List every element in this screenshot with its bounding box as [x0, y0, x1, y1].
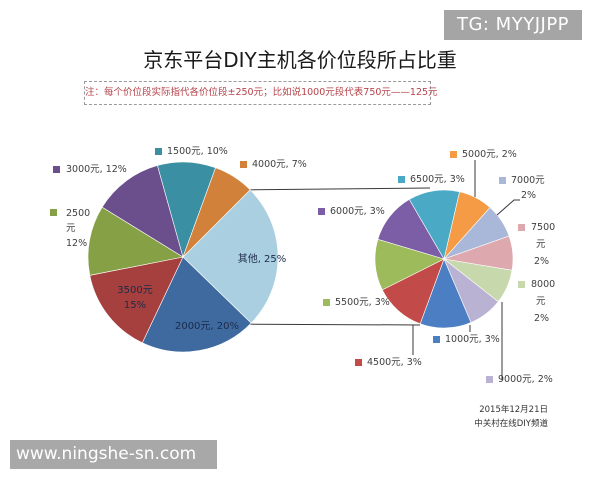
chart-note: 注：每个价位段实际指代各价位段±250元；比如说1000元段代表750元——12… [84, 81, 438, 105]
leader-line [496, 199, 520, 216]
data-label-其他: 其他, 25% [238, 252, 287, 265]
pie-slice-4000 [182, 167, 251, 258]
data-label-9000: 9000元, 2% [498, 374, 553, 385]
data-label-4000: 4000元, 7% [252, 159, 307, 170]
data-label-6500: 6500元, 3% [410, 174, 465, 185]
legend-swatch-5500 [323, 299, 330, 306]
legend-swatch-3000 [53, 166, 60, 173]
legend-swatch-6000 [318, 208, 325, 215]
data-label-7500-unit: 元 [536, 239, 546, 250]
data-label-7000: 7000元 [511, 175, 545, 186]
legend-swatch-4000 [240, 161, 247, 168]
data-label-7500-pct: 2% [534, 256, 549, 267]
data-label-8000: 8000 [531, 279, 555, 290]
pie-slice-2000 [141, 256, 252, 353]
legend-swatch-4500 [355, 359, 362, 366]
data-label-2000: 2000元, 20% [175, 321, 239, 332]
source-date: 2015年12月21日 [479, 405, 548, 415]
main-pie [87, 161, 279, 353]
legend-swatch-1500 [155, 148, 162, 155]
data-label-1500: 1500元, 10% [167, 146, 228, 157]
data-label-7000-pct: 2% [521, 190, 536, 201]
legend-swatch-9000 [486, 376, 493, 383]
data-label-3000: 3000元, 12% [66, 164, 127, 175]
main-pie-labels: 其他, 25% 2000元, 20% 3500元 15% 2500 元 12% 3000元, … [50, 146, 307, 332]
pie-slice-其他 [182, 189, 279, 324]
connector-top [250, 187, 431, 191]
connector-lines [250, 187, 431, 326]
data-label-5000: 5000元, 2% [462, 149, 517, 160]
data-label-7500: 7500 [531, 222, 555, 233]
pie-slice-2500 [87, 206, 184, 276]
legend-swatch-2500 [50, 209, 57, 216]
watermark-bottom-badge: www.ningshe-sn.com [10, 440, 217, 469]
legend-swatch-7000 [499, 177, 506, 184]
legend-swatch-7500 [518, 224, 525, 231]
data-label-1000: 1000元, 3% [445, 334, 500, 345]
source-publisher: 中关村在线DIY频道 [474, 419, 548, 429]
chart-source: 2015年12月21日 中关村在线DIY频道 [474, 403, 548, 431]
pie-slice-6500 [408, 189, 460, 260]
data-label-2500: 2500 元 12% [66, 208, 90, 249]
data-label-4500: 4500元, 3% [367, 357, 422, 368]
breakdown-pie-labels: 5000元, 2% 7000元 2% 7500 元 2% 8000 元 2% 9000元, 2% 1… [318, 149, 555, 385]
data-label-6000: 6000元, 3% [330, 206, 385, 217]
legend-swatch-6500 [398, 176, 405, 183]
legend-swatch-5000 [450, 151, 457, 158]
chart-title: 京东平台DIY主机各价位段所占比重 [143, 48, 457, 72]
connector-bottom [250, 323, 421, 326]
watermark-top-badge: TG: MYYJJPP [444, 10, 582, 40]
pie-slice-3500 [89, 256, 184, 344]
data-label-5500: 5500元, 3% [335, 297, 390, 308]
breakdown-pie [374, 189, 514, 329]
data-label-8000-unit: 元 [536, 296, 546, 307]
legend-swatch-1000 [433, 336, 440, 343]
data-label-8000-pct: 2% [534, 313, 549, 324]
legend-swatch-8000 [518, 281, 525, 288]
pie-slice-3000 [101, 165, 184, 258]
data-label-3500: 3500元 15% [117, 285, 152, 311]
